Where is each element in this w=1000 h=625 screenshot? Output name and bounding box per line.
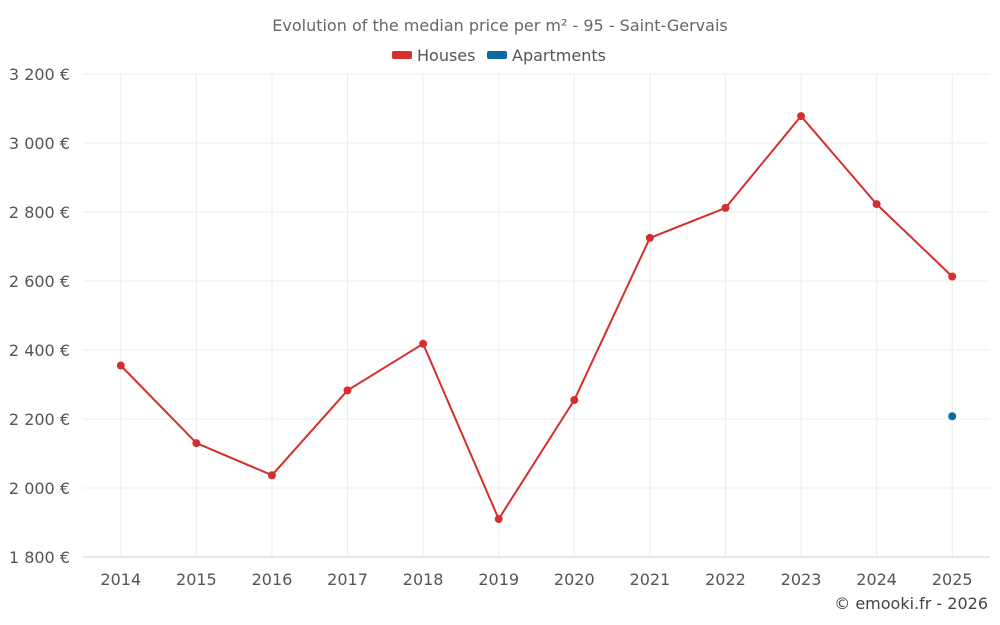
legend-swatch-houses (392, 51, 412, 59)
y-gridlines (83, 73, 990, 489)
y-tick-label: 1 800 € (9, 548, 70, 567)
legend-item-houses[interactable]: Houses (392, 46, 475, 65)
data-point-houses (267, 471, 276, 480)
data-point-houses (494, 515, 503, 524)
x-gridlines (120, 74, 953, 557)
x-tick-label: 2021 (630, 570, 671, 589)
legend-item-apartments[interactable]: Apartments (487, 46, 606, 65)
y-tick-label: 2 800 € (9, 203, 70, 222)
x-tick-label: 2022 (705, 570, 746, 589)
y-tick-label: 2 000 € (9, 479, 70, 498)
legend-swatch-apartments (487, 51, 507, 59)
data-point-houses (948, 272, 957, 281)
y-tick-label: 3 200 € (9, 65, 70, 84)
y-tick-label: 2 400 € (9, 341, 70, 360)
legend-label-houses: Houses (417, 46, 475, 65)
legend-label-apartments: Apartments (512, 46, 606, 65)
x-tick-label: 2018 (403, 570, 444, 589)
data-point-houses (645, 233, 654, 242)
data-point-apartments (948, 412, 957, 421)
x-tick-label: 2024 (856, 570, 897, 589)
series-layer (116, 112, 957, 524)
x-tick-label: 2014 (100, 570, 141, 589)
y-tick-label: 2 600 € (9, 272, 70, 291)
y-tick-label: 3 000 € (9, 134, 70, 153)
data-point-houses (797, 112, 806, 121)
x-tick-label: 2025 (932, 570, 973, 589)
x-tick-label: 2023 (781, 570, 822, 589)
x-tick-label: 2016 (252, 570, 293, 589)
legend: Houses Apartments (392, 46, 606, 65)
series-line-houses (120, 115, 953, 520)
x-tick-label: 2017 (327, 570, 368, 589)
data-point-houses (116, 361, 125, 370)
chart-title: Evolution of the median price per m² - 9… (272, 16, 727, 35)
credit-text: © emooki.fr - 2026 (834, 594, 988, 613)
y-tick-label: 2 200 € (9, 410, 70, 429)
data-point-houses (192, 439, 201, 448)
x-tick-label: 2015 (176, 570, 217, 589)
y-axis-tick-labels: 1 800 € 2 000 € 2 200 € 2 400 € 2 600 € 2 800… (9, 65, 70, 567)
x-tick-label: 2019 (478, 570, 519, 589)
data-point-houses (343, 386, 352, 395)
series-apartments (948, 412, 957, 421)
data-point-houses (570, 396, 579, 405)
x-tick-label: 2020 (554, 570, 595, 589)
data-point-houses (419, 339, 428, 348)
data-point-houses (721, 203, 730, 212)
series-houses (116, 112, 957, 524)
x-axis-tick-labels: 2014 2015 2016 2017 2018 2019 2020 2021 2022 2023… (100, 570, 972, 589)
data-point-houses (872, 200, 881, 209)
